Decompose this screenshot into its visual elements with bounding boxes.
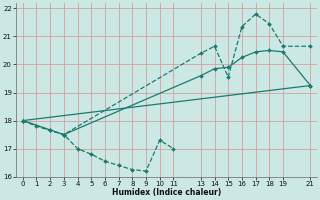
X-axis label: Humidex (Indice chaleur): Humidex (Indice chaleur) (112, 188, 221, 197)
